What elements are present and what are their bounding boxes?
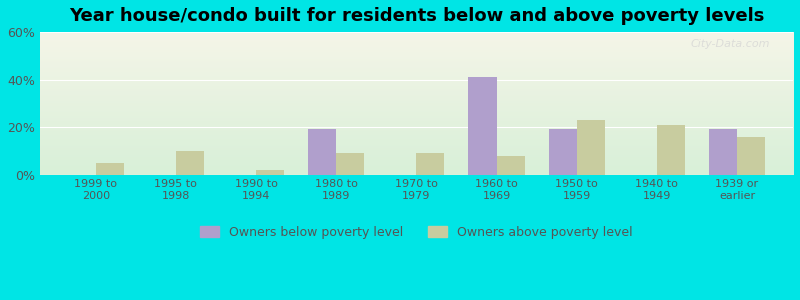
- Bar: [256, 170, 284, 175]
- Bar: [96, 163, 124, 175]
- Bar: [336, 153, 364, 175]
- Legend: Owners below poverty level, Owners above poverty level: Owners below poverty level, Owners above…: [194, 220, 639, 245]
- Bar: [176, 151, 204, 175]
- Bar: [497, 156, 525, 175]
- Bar: [469, 77, 497, 175]
- Bar: [416, 153, 445, 175]
- Bar: [308, 129, 336, 175]
- Bar: [657, 125, 685, 175]
- Text: City-Data.com: City-Data.com: [691, 39, 770, 49]
- Title: Year house/condo built for residents below and above poverty levels: Year house/condo built for residents bel…: [69, 7, 764, 25]
- Bar: [577, 120, 605, 175]
- Bar: [709, 129, 737, 175]
- Bar: [737, 136, 765, 175]
- Bar: [549, 129, 577, 175]
